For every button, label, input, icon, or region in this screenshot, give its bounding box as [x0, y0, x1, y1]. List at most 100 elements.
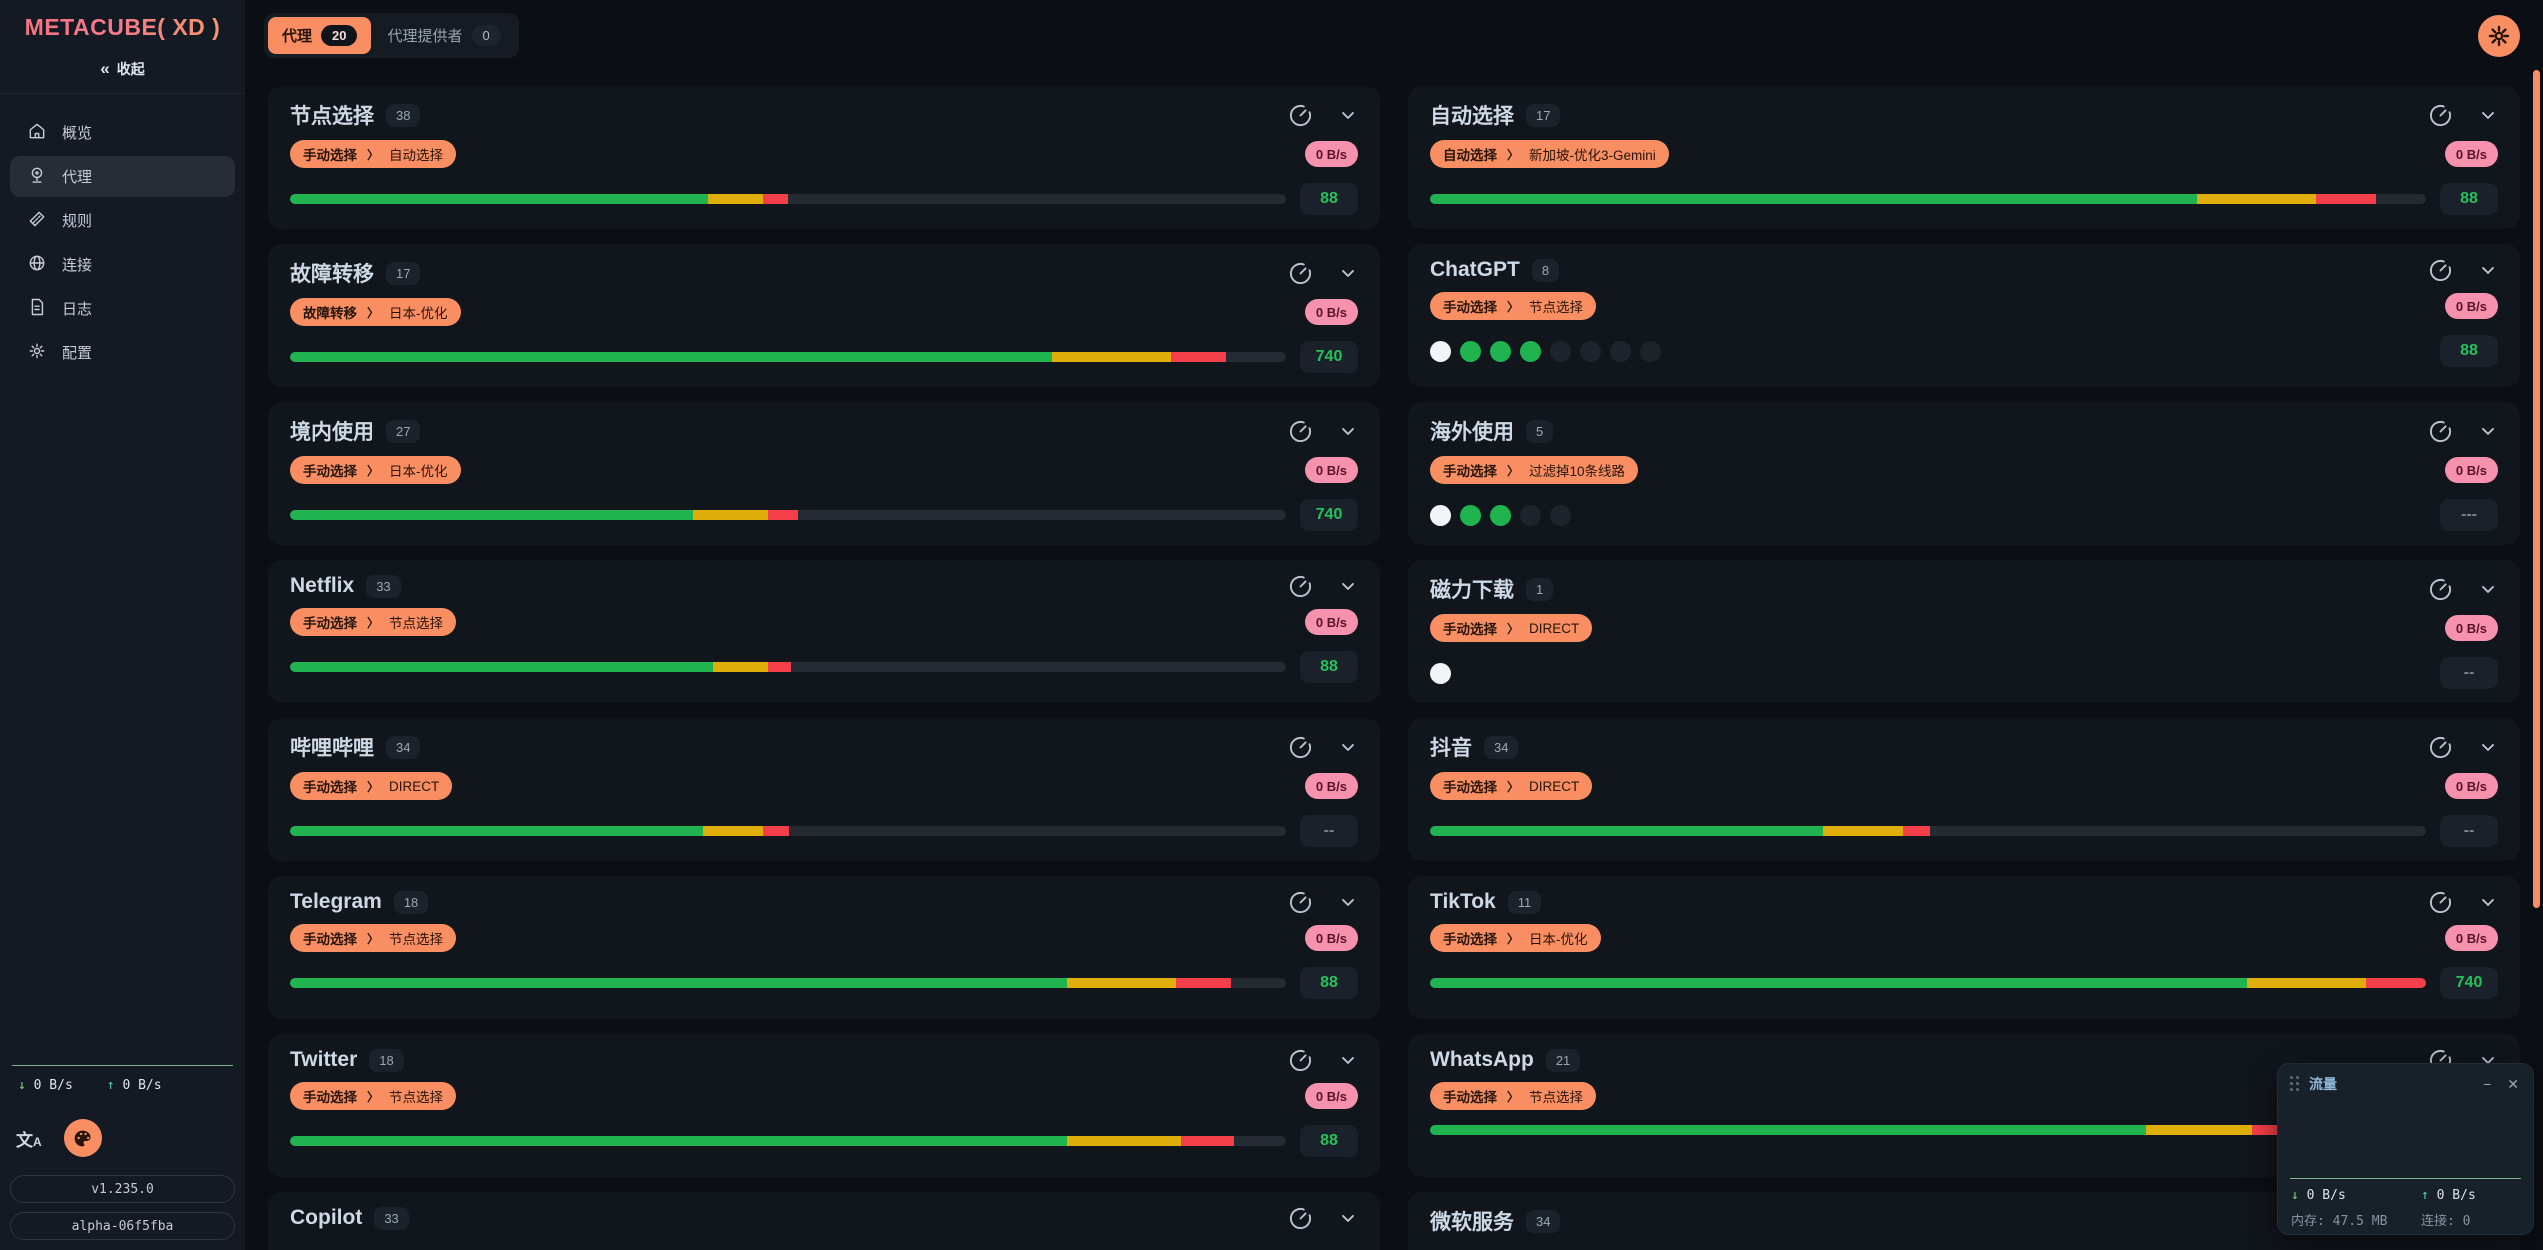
route-badge[interactable]: 手动选择〉自动选择	[290, 140, 457, 168]
chevron-down-icon[interactable]	[2478, 1050, 2498, 1070]
node-dot-white[interactable]	[1430, 340, 1451, 362]
main-area: 代理 20 代理提供者 0 节点选择 38 手动选择〉自动选择 0 B/s 88 自动选择 17 自…	[245, 0, 2543, 1250]
card-header: 抖音 34	[1430, 732, 2498, 762]
group-title: 海外使用	[1430, 421, 1514, 444]
sidebar-item-label: 概览	[62, 125, 93, 142]
latency-test-icon[interactable]	[2429, 736, 2452, 759]
latency-distribution-bar	[290, 662, 1286, 672]
latency-test-icon[interactable]	[1289, 891, 1312, 914]
sidebar-item-代理[interactable]: 代理	[10, 156, 235, 197]
latency-test-icon[interactable]	[2429, 578, 2452, 601]
theme-palette-button[interactable]	[63, 1119, 102, 1157]
latency-test-icon[interactable]	[1289, 104, 1312, 127]
route-badge[interactable]: 自动选择〉新加坡-优化3-Gemini	[1430, 140, 1669, 168]
latency-test-icon[interactable]	[1289, 736, 1312, 759]
sidebar-item-规则[interactable]: 规则	[10, 200, 235, 241]
bar-segment-yellow	[713, 662, 769, 672]
group-title: 磁力下载	[1430, 579, 1514, 602]
sidebar-traffic-chart-baseline	[12, 1065, 233, 1066]
close-icon[interactable]: ✕	[2507, 1075, 2519, 1092]
latency-test-icon[interactable]	[1289, 420, 1312, 443]
speed-badge: 0 B/s	[1304, 141, 1358, 167]
latency-test-icon[interactable]	[1289, 262, 1312, 285]
node-dot-gray[interactable]	[1610, 340, 1631, 362]
tab-proxies[interactable]: 代理 20	[268, 17, 372, 54]
sidebar-collapse-button[interactable]: « 收起	[0, 59, 245, 79]
tab-providers[interactable]: 代理提供者 0	[373, 17, 514, 54]
bar-segment-green	[1430, 826, 1824, 836]
route-badge[interactable]: 手动选择〉节点选择	[1430, 292, 1597, 320]
route-badge[interactable]: 故障转移〉日本-优化	[290, 298, 461, 326]
chevron-down-icon[interactable]	[1338, 737, 1358, 757]
latency-test-icon[interactable]	[2429, 104, 2452, 127]
chevron-down-icon[interactable]	[1338, 421, 1358, 441]
sidebar-item-连接[interactable]: 连接	[10, 244, 235, 285]
chevron-down-icon[interactable]	[1338, 892, 1358, 912]
route-badge[interactable]: 手动选择〉节点选择	[290, 924, 457, 952]
card-header: WhatsApp 21	[1430, 1048, 2498, 1072]
drag-handle-icon[interactable]	[2290, 1076, 2300, 1092]
latency-value: 88	[2440, 335, 2498, 367]
latency-test-icon[interactable]	[2429, 259, 2452, 282]
card-actions	[2429, 104, 2498, 127]
bar-segment-red	[763, 826, 789, 836]
route-badge[interactable]: 手动选择〉 DIRECT	[1430, 772, 1593, 800]
chevron-down-icon[interactable]	[2478, 260, 2498, 280]
route-badge[interactable]: 手动选择〉日本-优化	[1430, 924, 1601, 952]
route-badge[interactable]: 手动选择〉日本-优化	[290, 456, 461, 484]
node-dot-gray[interactable]	[1580, 340, 1601, 362]
chevron-down-icon[interactable]	[2478, 105, 2498, 125]
chevron-down-icon[interactable]	[2478, 421, 2498, 441]
scrollbar-thumb[interactable]	[2533, 70, 2540, 908]
node-dot-gray[interactable]	[1520, 504, 1541, 526]
node-dot-green[interactable]	[1460, 504, 1481, 526]
sidebar-item-配置[interactable]: 配置	[10, 332, 235, 373]
node-dot-gray[interactable]	[1550, 340, 1571, 362]
sidebar-item-日志[interactable]: 日志	[10, 288, 235, 329]
node-dot-gray[interactable]	[1640, 340, 1661, 362]
chevron-down-icon[interactable]	[2478, 892, 2498, 912]
node-dot-green[interactable]	[1490, 504, 1511, 526]
group-title: Copilot	[290, 1206, 363, 1229]
route-badge[interactable]: 手动选择〉节点选择	[290, 1082, 457, 1110]
chevron-down-icon[interactable]	[2478, 579, 2498, 599]
card-route-row: 手动选择〉 DIRECT 0 B/s	[290, 772, 1358, 800]
latency-test-icon[interactable]	[1289, 1207, 1312, 1230]
route-badge[interactable]: 手动选择〉 DIRECT	[1430, 614, 1593, 642]
latency-test-icon[interactable]	[1289, 1049, 1312, 1072]
latency-value: --	[2440, 657, 2498, 689]
group-title: 抖音	[1430, 737, 1472, 760]
chevron-down-icon[interactable]	[1338, 576, 1358, 596]
minimize-button[interactable]: −	[2483, 1075, 2492, 1092]
latency-test-icon[interactable]	[2429, 420, 2452, 443]
route-badge[interactable]: 手动选择〉 DIRECT	[290, 772, 453, 800]
node-dot-green[interactable]	[1520, 340, 1541, 362]
latency-value: 740	[1300, 499, 1358, 531]
language-icon[interactable]: 文A	[16, 1130, 42, 1150]
route-badge[interactable]: 手动选择〉节点选择	[1430, 1082, 1597, 1110]
sidebar: METACUBE( XD ) « 收起 概览 代理 规则 连接 日志 配置 ↓ 0 B/s…	[0, 0, 245, 1250]
chevron-down-icon[interactable]	[1338, 263, 1358, 283]
chevron-down-icon[interactable]	[1338, 1208, 1358, 1228]
card-title-wrap: 微软服务 34	[1430, 1206, 1561, 1236]
latency-distribution-bar	[290, 978, 1286, 988]
route-badge[interactable]: 手动选择〉过滤掉10条线路	[1430, 456, 1639, 484]
latency-value: --	[2440, 815, 2498, 847]
chevron-down-icon[interactable]	[1338, 1050, 1358, 1070]
node-dot-white[interactable]	[1430, 662, 1451, 684]
route-badge[interactable]: 手动选择〉节点选择	[290, 608, 457, 636]
sidebar-item-概览[interactable]: 概览	[10, 112, 235, 153]
latency-test-icon[interactable]	[1289, 575, 1312, 598]
latency-test-icon[interactable]	[2429, 891, 2452, 914]
node-dot-gray[interactable]	[1550, 504, 1571, 526]
bar-segment-green	[290, 194, 709, 204]
node-dot-white[interactable]	[1430, 504, 1451, 526]
chevron-down-icon[interactable]	[2478, 737, 2498, 757]
node-dot-green[interactable]	[1460, 340, 1481, 362]
arrow-up-icon: ↑	[106, 1078, 115, 1093]
chevron-down-icon[interactable]	[1338, 105, 1358, 125]
card-indicator-row: --	[1430, 815, 2498, 847]
settings-button[interactable]	[2478, 15, 2520, 57]
card-indicator-row: 88	[1430, 183, 2498, 215]
node-dot-green[interactable]	[1490, 340, 1511, 362]
